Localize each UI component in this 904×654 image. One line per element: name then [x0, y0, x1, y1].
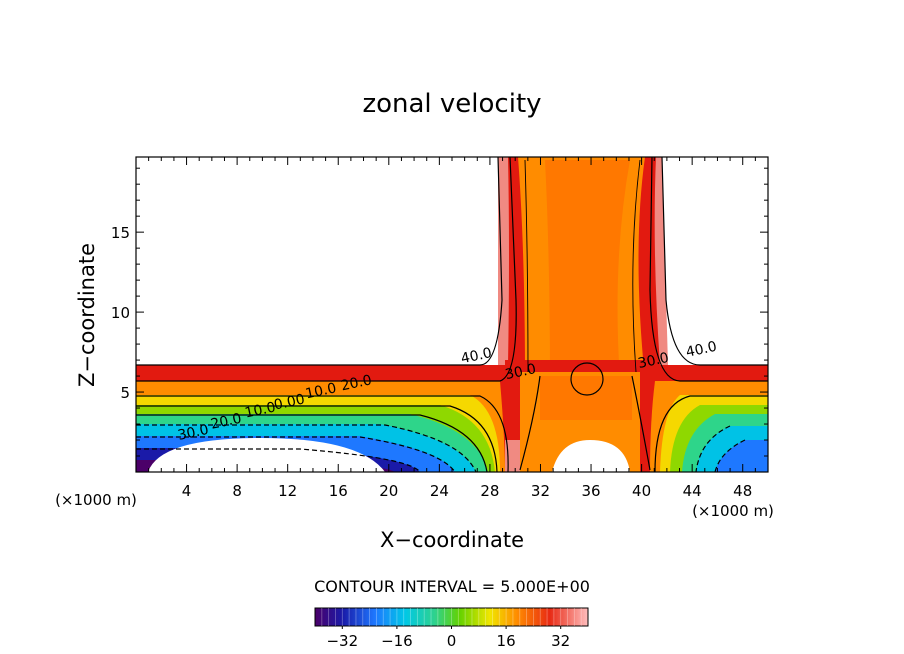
- y-axis-title: Z−coordinate: [75, 243, 99, 387]
- contour-label: 30.0: [176, 422, 210, 444]
- contour-line-20-right: [654, 395, 768, 472]
- x-tick-label: 48: [733, 482, 752, 500]
- contour-line-neg10-left: [136, 424, 477, 472]
- contour-label: 40.0: [460, 345, 494, 367]
- colorbar-tick-label: 16: [497, 632, 516, 650]
- contour-label: 20.0: [209, 411, 243, 433]
- contour-line-10-left: [136, 405, 498, 472]
- contour-line-neg20-left: [136, 436, 456, 472]
- cross-left-gap: [505, 440, 520, 472]
- colorbar-stripes: [321, 608, 582, 626]
- x-tick-label: 24: [430, 482, 449, 500]
- band-right-7: [715, 440, 768, 472]
- y-tick-label: 15: [111, 224, 130, 242]
- contour-label: 40.0: [685, 339, 719, 361]
- contour-line-40-left: [136, 157, 503, 366]
- colorbar-tick-label: 32: [551, 632, 570, 650]
- colorbar-ticks: −32 −16 0 16 32: [326, 626, 570, 650]
- contour-line-neg-right-2: [714, 439, 746, 472]
- contour-line-neg30-left: [136, 448, 421, 472]
- x-tick-label: 12: [278, 482, 297, 500]
- x-tick-label: 40: [632, 482, 651, 500]
- x-tick-label: 44: [683, 482, 702, 500]
- contour-lines-negative: [136, 424, 746, 472]
- contour-label: 10.0: [243, 399, 277, 421]
- contour-line-core-loop: [570, 362, 604, 396]
- contour-line-20-left: [136, 395, 509, 472]
- contour-label: 30.0: [636, 350, 670, 372]
- x-tick-label: 36: [581, 482, 600, 500]
- x-tick-label: 4: [182, 482, 192, 500]
- contour-line-0-left: [136, 414, 488, 472]
- colorbar-tick-label: 0: [447, 632, 457, 650]
- colorbar-tick-label: −32: [326, 632, 358, 650]
- y-axis-ticks: 5 10 15: [111, 167, 768, 457]
- y-tick-label: 5: [120, 384, 130, 402]
- contour-field: [136, 157, 768, 472]
- hole-center: [552, 440, 630, 472]
- contour-label: 0.00: [272, 391, 306, 413]
- contour-line-30-left: [136, 157, 517, 382]
- x-unit-label-left: (×1000 m): [55, 491, 137, 509]
- x-tick-label: 32: [531, 482, 550, 500]
- contour-line-jet-inner: [524, 159, 641, 373]
- contour-label: 30.0: [504, 361, 538, 383]
- contour-line-30-right: [649, 157, 768, 382]
- x-axis-title: X−coordinate: [380, 528, 524, 552]
- colorbar-tick-label: −16: [381, 632, 413, 650]
- hole-left: [148, 438, 385, 472]
- x-unit-label-right: (×1000 m): [692, 502, 774, 520]
- x-tick-label: 16: [329, 482, 348, 500]
- x-tick-label: 28: [480, 482, 499, 500]
- contour-line-inner-center: [519, 375, 651, 471]
- jet-core: [545, 160, 630, 380]
- contour-label: 10.0: [304, 380, 338, 402]
- contour-line-40-right: [661, 157, 768, 366]
- x-axis-ticks: 4 8 12 16 20 24 28 32 36 40 44 48: [148, 157, 756, 500]
- chart-title: zonal velocity: [362, 89, 541, 119]
- x-tick-label: 20: [379, 482, 398, 500]
- contour-interval-caption: CONTOUR INTERVAL = 5.000E+00: [314, 577, 590, 596]
- contour-lines: [136, 157, 768, 472]
- contour-label: 20.0: [339, 372, 373, 394]
- x-tick-label: 8: [232, 482, 242, 500]
- y-tick-label: 10: [111, 304, 130, 322]
- cross-core: [540, 376, 632, 420]
